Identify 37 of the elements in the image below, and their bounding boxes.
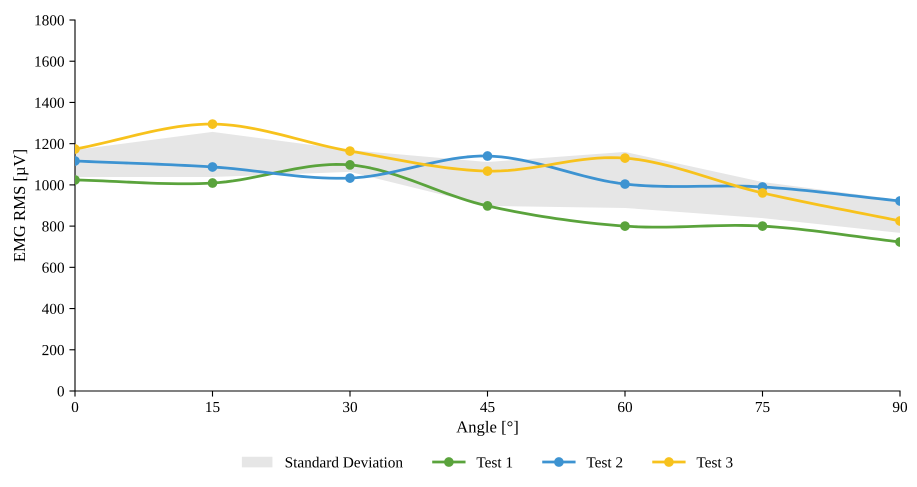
point (208, 162, 218, 172)
point (345, 160, 355, 170)
x-tick-label: 60 (618, 402, 632, 412)
point (482, 166, 492, 176)
point (620, 153, 630, 163)
y-tick-label: 1600 (35, 56, 64, 67)
y-axis-title: EMG RMS [µV] (13, 150, 28, 262)
legend-label: Test 1 (476, 457, 512, 468)
y-tick-label: 800 (42, 221, 64, 232)
y-tick-label: 0 (58, 386, 64, 396)
y-tick-label: 1000 (35, 180, 64, 190)
x-tick-label: 0 (72, 402, 78, 412)
legend-label: Test 2 (586, 457, 622, 468)
point (620, 179, 630, 189)
x-axis-title: Angle [°] (456, 420, 518, 436)
point (345, 173, 355, 183)
y-tick-label: 600 (42, 262, 64, 273)
point (482, 151, 492, 161)
point (208, 178, 218, 188)
y-tick-label: 1800 (35, 15, 64, 26)
legend-label: Standard Deviation (286, 456, 403, 468)
y-tick-label: 400 (42, 304, 64, 314)
x-tick-label: 90 (892, 402, 908, 412)
point (345, 146, 355, 156)
point (482, 201, 492, 211)
point (758, 188, 768, 198)
legend-label: Test 3 (696, 457, 733, 468)
y-tick-label: 1200 (35, 138, 64, 150)
x-tick-label: 30 (343, 402, 358, 412)
point (758, 221, 768, 231)
y-tick-label: 200 (42, 344, 64, 356)
y-tick-label: 1400 (35, 98, 64, 108)
point (208, 119, 218, 129)
x-tick-label: 45 (480, 402, 495, 412)
x-tick-label: 75 (756, 402, 770, 412)
x-tick-label: 15 (206, 402, 220, 412)
point (620, 221, 630, 231)
